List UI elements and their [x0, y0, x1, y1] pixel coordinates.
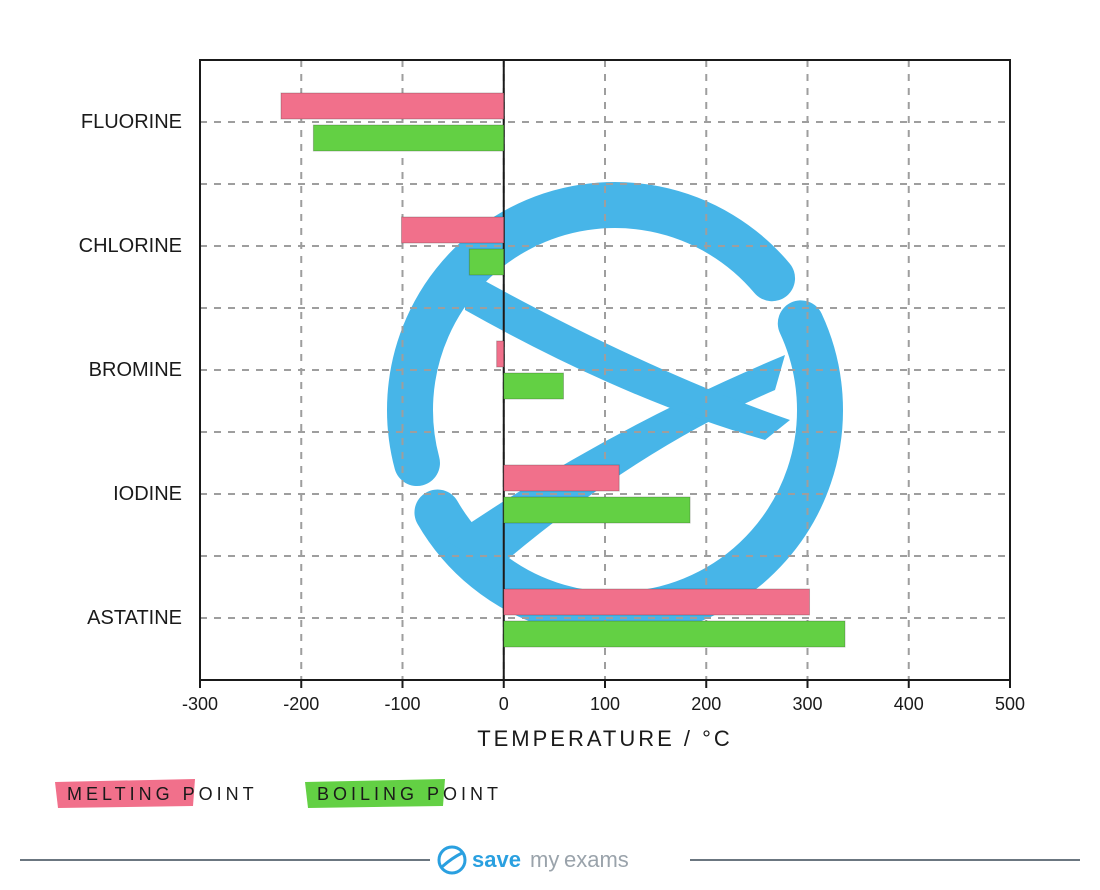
x-tick-label: -300 — [182, 694, 218, 714]
footer-brand: savemyexams — [20, 838, 1080, 882]
bar-iodine-boiling — [504, 497, 690, 523]
category-label: ASTATINE — [87, 607, 182, 629]
bar-chlorine-melting — [401, 217, 503, 243]
x-axis-title: TEMPERATURE / °C — [477, 726, 733, 751]
x-tick-label: 400 — [894, 694, 924, 714]
x-tick-label: -200 — [283, 694, 319, 714]
x-tick-label: 100 — [590, 694, 620, 714]
bar-chlorine-boiling — [469, 249, 503, 275]
chart-container: -300 -200 -100 0 100 200 300 400 500 TEMPERATURE … — [0, 0, 1100, 890]
bar-bromine-boiling — [504, 373, 564, 399]
category-label: IODINE — [113, 483, 182, 505]
category-label: FLUORINE — [81, 111, 182, 133]
chart-svg: -300 -200 -100 0 100 200 300 400 500 TEMPERATURE … — [0, 0, 1100, 890]
legend-label: MELTING POINT — [67, 784, 258, 804]
bar-astatine-boiling — [504, 621, 845, 647]
brand-text-save: save — [472, 847, 521, 872]
brand-text-exams: exams — [564, 847, 629, 872]
bar-fluorine-melting — [281, 93, 504, 119]
legend-label: BOILING POINT — [317, 784, 502, 804]
category-label: BROMINE — [89, 359, 182, 381]
x-tick-label: 300 — [792, 694, 822, 714]
category-label: CHLORINE — [79, 235, 182, 257]
x-ticks: -300 -200 -100 0 100 200 300 400 500 — [182, 680, 1025, 714]
grid — [200, 60, 1010, 680]
bar-astatine-melting — [504, 589, 810, 615]
x-tick-label: 500 — [995, 694, 1025, 714]
x-tick-label: 200 — [691, 694, 721, 714]
bar-iodine-melting — [504, 465, 619, 491]
legend: MELTING POINT BOILING POINT — [55, 779, 502, 808]
bar-fluorine-boiling — [313, 125, 503, 151]
x-tick-label: -100 — [384, 694, 420, 714]
x-tick-label: 0 — [499, 694, 509, 714]
brand-text-my: my — [530, 847, 559, 872]
bar-bromine-melting — [497, 341, 504, 367]
y-categories: FLUORINE CHLORINE BROMINE IODINE ASTATINE — [79, 111, 182, 629]
